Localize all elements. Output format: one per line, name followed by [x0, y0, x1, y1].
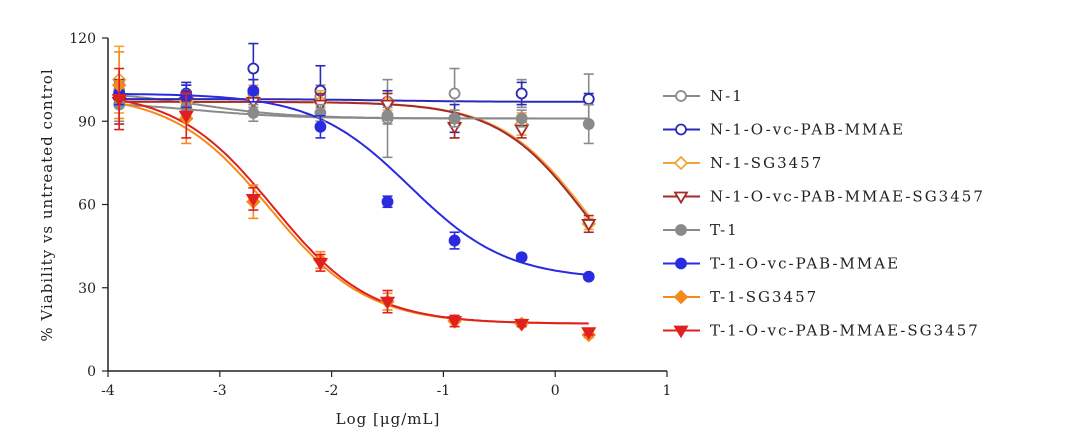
data-point [581, 219, 597, 232]
x-tick-label: -1 [437, 383, 451, 399]
legend: N-1 N-1-O-vc-PAB-MMAE N-1-SG3457 N-1-O-vc-P… [663, 87, 985, 340]
y-tick-label: 60 [78, 198, 96, 214]
fit-curve [119, 98, 589, 103]
fit-curve [119, 100, 590, 220]
legend-label: T-1 [710, 221, 739, 239]
data-point [381, 195, 394, 208]
legend-label: T-1-SG3457 [710, 288, 818, 306]
data-point [582, 118, 595, 130]
legend-marker [673, 325, 689, 339]
x-tick-label: -4 [101, 383, 115, 399]
legend-label: N-1 [710, 87, 744, 105]
data-point [446, 316, 463, 329]
legend-label: N-1-O-vc-PAB-MMAE [710, 121, 905, 139]
x-tick-label: -3 [213, 383, 227, 399]
data-point [581, 327, 597, 340]
y-tick-label: 30 [78, 281, 96, 297]
legend-label: T-1-O-vc-PAB-MMAE-SG3457 [710, 322, 980, 340]
data-point [312, 257, 329, 271]
legend-marker [675, 257, 687, 270]
legend-label: N-1-O-vc-PAB-MMAE-SG3457 [710, 188, 985, 206]
data-point [111, 94, 127, 107]
data-point [448, 234, 461, 247]
data-point [178, 110, 194, 124]
data-point [515, 251, 528, 264]
data-points [111, 42, 597, 343]
data-point [381, 109, 394, 122]
data-point [582, 93, 595, 105]
x-tick-label: 0 [551, 383, 560, 399]
y-tick-label: 120 [69, 31, 96, 47]
tick-group: -4 -3 -2 -1 0 1 0 30 60 90 120 [69, 31, 671, 399]
legend-label: T-1-O-vc-PAB-MMAE [710, 255, 900, 273]
data-point [448, 87, 461, 100]
data-point [379, 296, 396, 310]
data-point [247, 107, 260, 119]
fit-curve [119, 93, 589, 276]
x-tick-label: -2 [325, 383, 339, 399]
legend-marker [673, 191, 689, 205]
x-axis-title: Log [μg/mL] [336, 410, 441, 428]
data-point [515, 87, 528, 100]
y-tick-label: 0 [87, 364, 96, 380]
data-point [247, 84, 260, 97]
data-point [245, 194, 261, 207]
legend-marker [675, 90, 687, 102]
data-point [514, 318, 530, 332]
data-point [314, 120, 327, 133]
y-tick-label: 90 [78, 114, 96, 130]
legend-marker [673, 289, 689, 305]
legend-marker [675, 224, 687, 236]
legend-label: N-1-SG3457 [710, 154, 823, 172]
legend-marker [673, 155, 689, 171]
y-axis-title: % Viability vs untreated control [38, 68, 56, 341]
fit-curve [118, 102, 589, 325]
fit-curves [118, 93, 590, 325]
x-tick-label: 1 [663, 383, 672, 399]
data-point [448, 112, 461, 125]
data-point [582, 270, 595, 283]
data-point [515, 112, 528, 125]
fit-curve [119, 99, 589, 325]
data-point [379, 99, 396, 113]
data-point [247, 62, 260, 75]
legend-marker [675, 123, 687, 136]
fit-curve [119, 103, 589, 120]
